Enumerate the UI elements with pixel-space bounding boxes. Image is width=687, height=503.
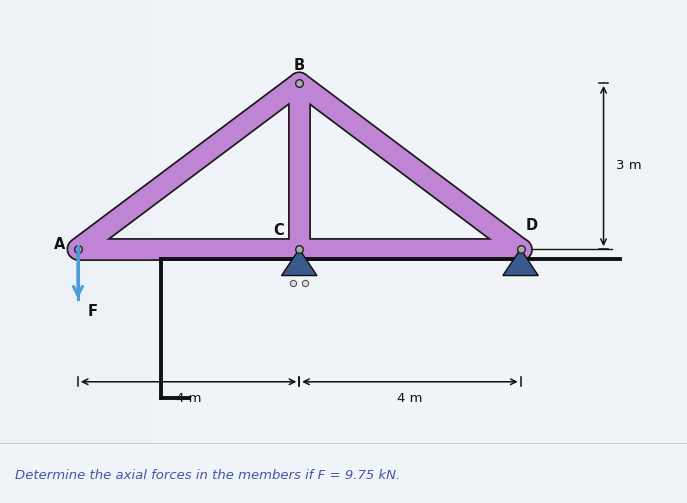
Text: 4 m: 4 m [176,392,201,405]
Text: F: F [88,304,98,319]
Text: Determine the axial forces in the members if F = 9.75 kN.: Determine the axial forces in the member… [15,469,401,482]
Text: C: C [273,223,284,238]
Text: 4 m: 4 m [397,392,423,405]
Text: D: D [526,218,538,233]
Polygon shape [282,249,317,276]
Text: B: B [293,58,305,73]
Polygon shape [503,249,538,276]
Text: 3 m: 3 m [616,159,642,173]
Text: A: A [54,237,66,252]
